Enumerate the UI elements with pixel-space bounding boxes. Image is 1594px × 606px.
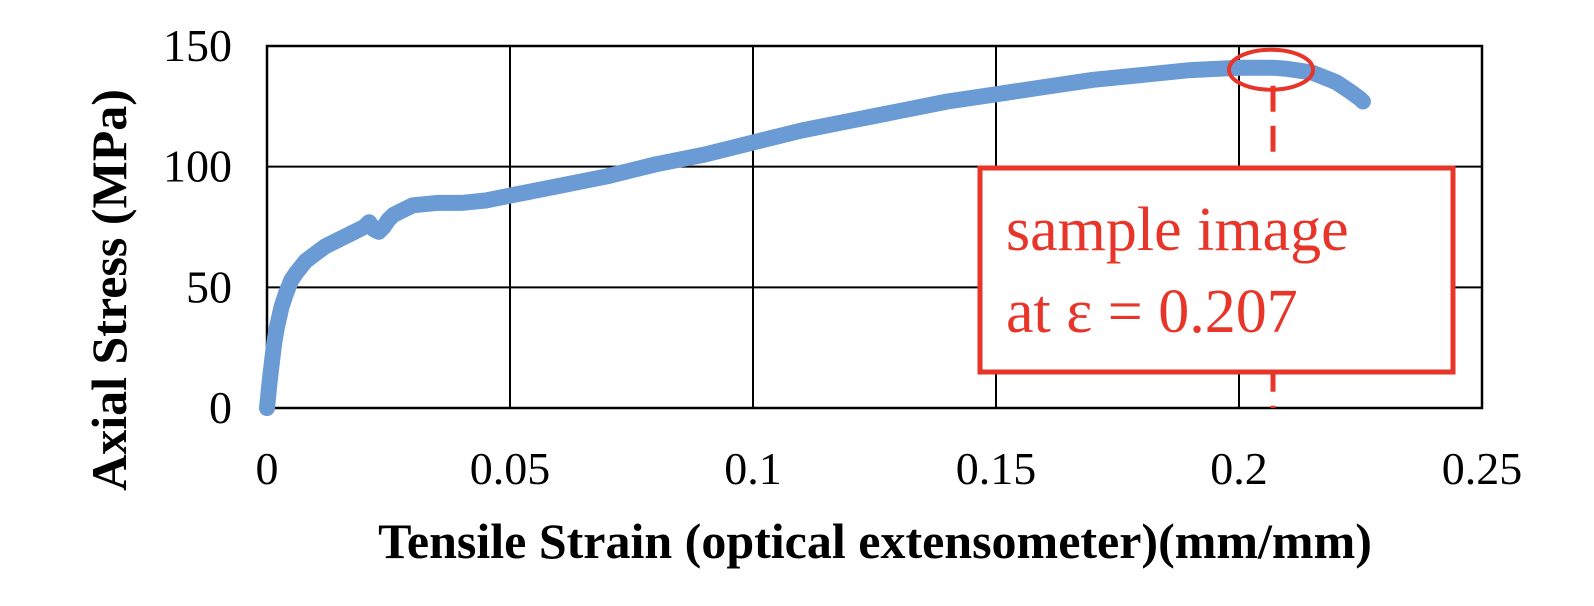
x-tick-label-1: 0.05	[470, 443, 551, 494]
annotation-text-line-0: sample image	[1006, 196, 1349, 264]
y-tick-label-0: 0	[209, 382, 232, 433]
x-tick-label-5: 0.25	[1442, 443, 1523, 494]
series-line-0	[259, 59, 1371, 416]
y-tick-label-2: 100	[163, 141, 232, 192]
plot-frame	[265, 44, 1484, 410]
peak-ellipse-marker	[1227, 47, 1316, 92]
annotation-text-line-1: at ε = 0.207	[1006, 278, 1298, 346]
x-tick-label-4: 0.2	[1210, 443, 1268, 494]
annotation-box	[977, 165, 1456, 375]
x-tick-label-2: 0.1	[724, 443, 782, 494]
annotations: sample image at ε = 0.207	[977, 47, 1456, 408]
y-axis-title: Axial Stress (MPa)	[81, 89, 137, 491]
tick-labels: 0 0.05 0.1 0.15 0.2 0.25 0 50 100 150	[163, 20, 1522, 494]
y-tick-label-1: 50	[186, 261, 232, 312]
x-axis-title: Tensile Strain (optical extensometer)(mm…	[378, 513, 1372, 569]
x-tick-label-3: 0.15	[956, 443, 1037, 494]
series-layer	[259, 59, 1371, 416]
y-tick-label-3: 150	[163, 20, 232, 71]
x-tick-label-0: 0	[256, 443, 279, 494]
